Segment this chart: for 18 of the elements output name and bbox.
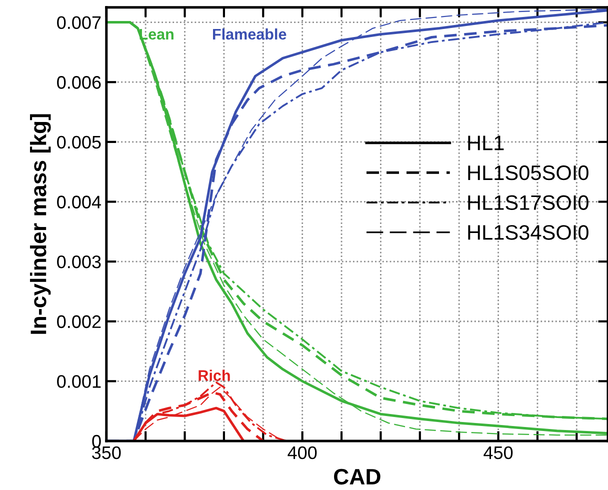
x-tick-label: 350 — [92, 446, 121, 460]
annotation: HL1S34SOI0 — [468, 225, 588, 240]
annotation: Flameable — [213, 28, 286, 40]
annotation: HL1 — [468, 136, 504, 150]
annotation: HL1S05SOI0 — [468, 165, 588, 180]
annotation: HL1S17SOI0 — [468, 195, 588, 210]
x-tick-label: 450 — [484, 446, 513, 460]
y-tick-label: 0.005 — [57, 136, 101, 149]
y-tick-label: 0.006 — [57, 76, 101, 89]
x-axis-title: CAD — [334, 468, 380, 485]
y-tick-label: 0.002 — [57, 315, 101, 328]
x-tick-label: 400 — [288, 446, 317, 460]
annotation: Rich — [198, 370, 230, 381]
y-tick-label: 0.001 — [57, 375, 101, 388]
y-tick-label: 0.007 — [57, 16, 101, 30]
y-tick-label: 0.004 — [57, 196, 102, 208]
y-axis-title: In-cylinder mass [kg] — [30, 114, 51, 334]
y-tick-label: 0.003 — [57, 255, 101, 268]
